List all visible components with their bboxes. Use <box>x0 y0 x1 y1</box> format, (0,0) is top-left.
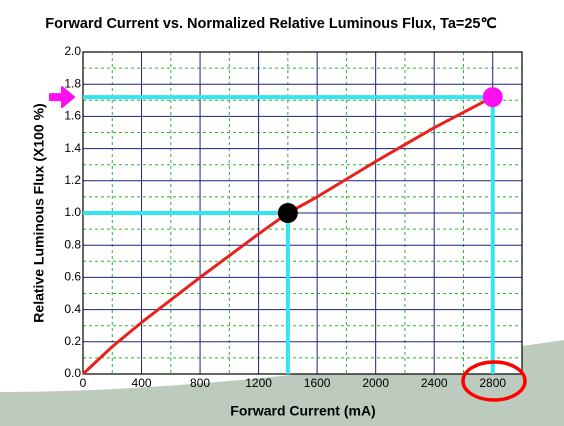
x-tick-label: 800 <box>190 376 210 390</box>
y-tick-label: 1.4 <box>64 141 81 155</box>
x-tick-label: 2800 <box>479 376 506 390</box>
y-tick-label: 0.8 <box>64 237 81 251</box>
highlight-circle <box>461 360 527 402</box>
chart-title: Forward Current vs. Normalized Relative … <box>45 16 497 32</box>
x-tick-label: 2000 <box>362 376 389 390</box>
y-tick-label: 1.2 <box>64 173 81 187</box>
x-tick-label: 2400 <box>421 376 448 390</box>
y-tick-label: 1.8 <box>64 76 81 90</box>
y-tick-label: 0.4 <box>64 302 81 316</box>
marker-point <box>482 87 503 108</box>
x-tick-label: 1200 <box>245 376 272 390</box>
y-tick-label: 0.2 <box>64 334 81 348</box>
pointer-arrow <box>49 86 75 109</box>
y-tick-label: 1.6 <box>64 109 81 123</box>
y-tick-label: 0.0 <box>64 366 81 380</box>
y-axis-label: Relative Luminous Flux (X100 %) <box>31 103 47 322</box>
marker-point <box>277 203 298 223</box>
x-axis-label: Forward Current (mA) <box>230 403 375 419</box>
y-tick-label: 0.6 <box>64 270 81 284</box>
y-tick-label: 2.0 <box>64 44 81 58</box>
data-line <box>81 95 494 376</box>
y-tick-label: 1.0 <box>64 205 81 219</box>
x-tick-label: 1600 <box>304 376 331 390</box>
x-tick-label: 400 <box>132 376 152 390</box>
x-tick-label: 0 <box>80 376 87 390</box>
plot-layer: 0 400 800 1200 1600 2000 2400 2800 0.0 0.2 0.4 0.6 0… <box>49 44 523 390</box>
